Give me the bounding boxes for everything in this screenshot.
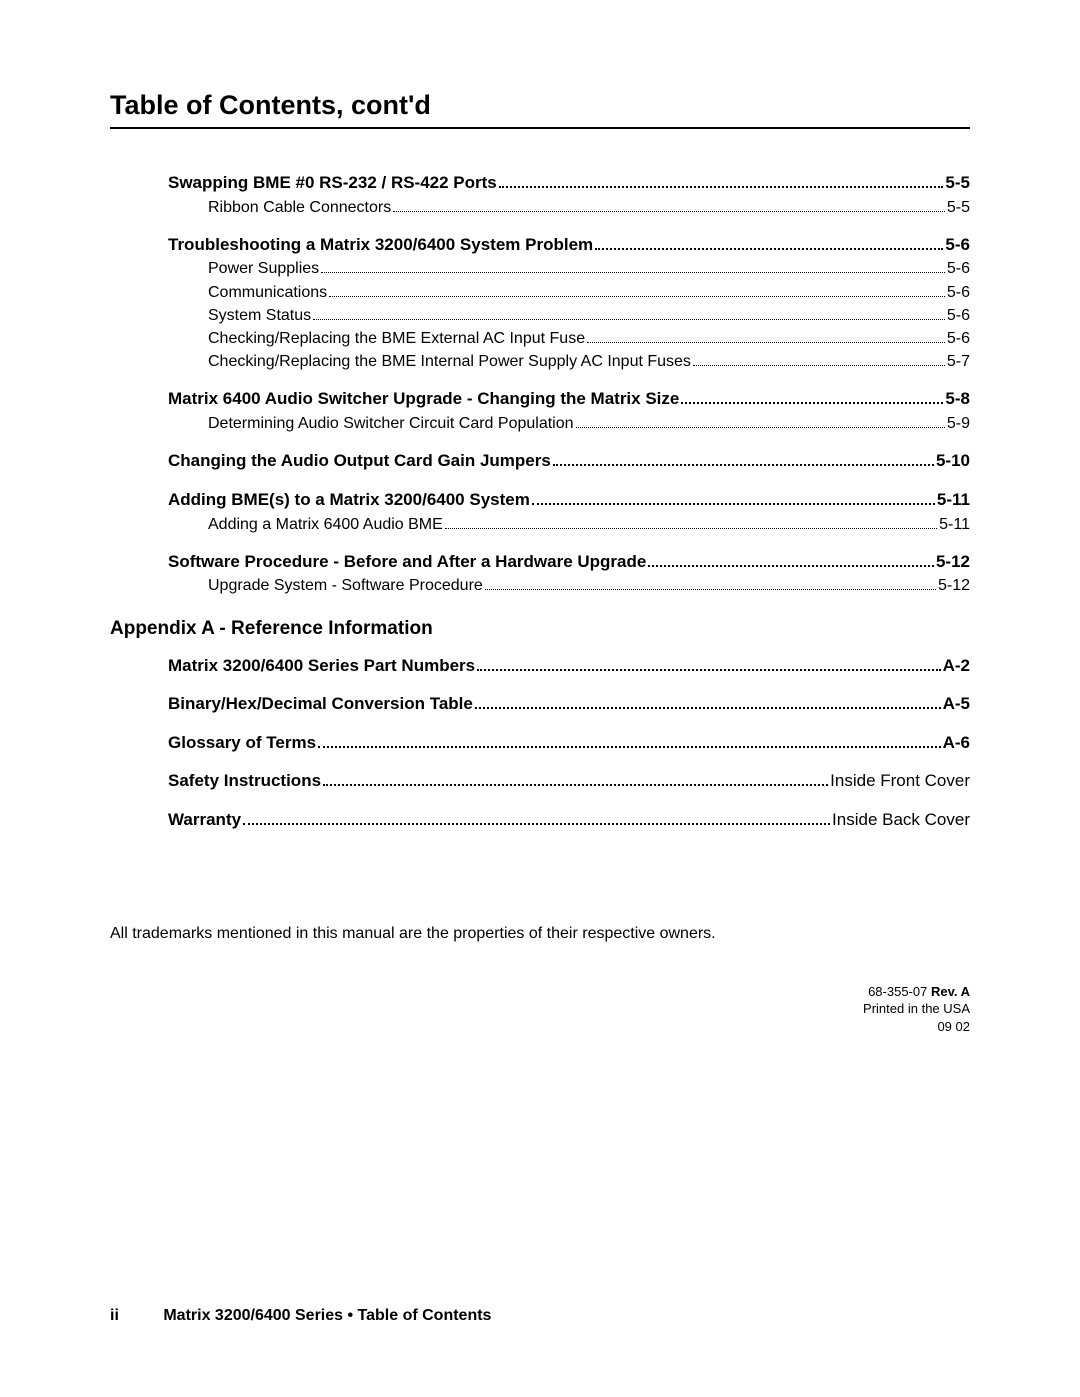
toc-page: A-6 [943, 731, 970, 756]
toc-body: Swapping BME #0 RS-232 / RS-422 Ports 5-… [110, 171, 970, 1035]
doc-meta: 68-355-07 Rev. A Printed in the USA 09 0… [168, 983, 970, 1036]
toc-page: 5-12 [936, 550, 970, 575]
footer-text: Matrix 3200/6400 Series • Table of Conte… [163, 1307, 491, 1324]
leader-dots [329, 296, 945, 297]
toc-sub-label: Ribbon Cable Connectors [208, 196, 391, 219]
toc-section: Binary/Hex/Decimal Conversion Table A-5 [168, 692, 970, 717]
toc-sub-label: Checking/Replacing the BME Internal Powe… [208, 350, 691, 373]
toc-label: Matrix 6400 Audio Switcher Upgrade - Cha… [168, 387, 679, 412]
leader-dots [323, 784, 828, 786]
toc-section: Troubleshooting a Matrix 3200/6400 Syste… [168, 233, 970, 258]
toc-page: Inside Back Cover [832, 808, 970, 833]
leader-dots [648, 565, 934, 567]
toc-page: 5-11 [937, 488, 970, 513]
page-footer: ii Matrix 3200/6400 Series • Table of Co… [110, 1307, 970, 1325]
toc-sub: Adding a Matrix 6400 Audio BME 5-11 [168, 513, 970, 536]
toc-sub: Checking/Replacing the BME External AC I… [168, 327, 970, 350]
page-container: Table of Contents, cont'd Swapping BME #… [0, 0, 1080, 1035]
toc-page: 5-5 [945, 171, 970, 196]
toc-section: Changing the Audio Output Card Gain Jump… [168, 449, 970, 474]
toc-page: A-2 [943, 654, 970, 679]
toc-sub-page: 5-11 [939, 513, 970, 536]
toc-section: Warranty Inside Back Cover [168, 808, 970, 833]
leader-dots [499, 186, 944, 188]
toc-sub: System Status 5-6 [168, 304, 970, 327]
toc-sub-page: 5-12 [938, 574, 970, 597]
toc-sub-page: 5-6 [947, 281, 970, 304]
toc-sub-label: Adding a Matrix 6400 Audio BME [208, 513, 443, 536]
toc-page: 5-10 [936, 449, 970, 474]
leader-dots [321, 272, 945, 273]
page-number: ii [110, 1307, 119, 1325]
toc-sub: Upgrade System - Software Procedure 5-12 [168, 574, 970, 597]
toc-section: Adding BME(s) to a Matrix 3200/6400 Syst… [168, 488, 970, 513]
leader-dots [313, 319, 945, 320]
leader-dots [693, 365, 945, 366]
leader-dots [477, 669, 940, 671]
doc-number: 68-355-07 [868, 984, 927, 999]
leader-dots [553, 464, 934, 466]
toc-label: Adding BME(s) to a Matrix 3200/6400 Syst… [168, 488, 530, 513]
leader-dots [532, 503, 935, 505]
toc-sub-label: Upgrade System - Software Procedure [208, 574, 483, 597]
leader-dots [681, 402, 943, 404]
leader-dots [576, 427, 945, 428]
printed-line: Printed in the USA [168, 1000, 970, 1018]
appendix-heading: Appendix A - Reference Information [110, 618, 970, 640]
toc-label: Changing the Audio Output Card Gain Jump… [168, 449, 551, 474]
toc-sub-page: 5-7 [947, 350, 970, 373]
toc-label: Matrix 3200/6400 Series Part Numbers [168, 654, 475, 679]
toc-label: Troubleshooting a Matrix 3200/6400 Syste… [168, 233, 593, 258]
toc-sub-page: 5-6 [947, 304, 970, 327]
toc-sub-page: 5-9 [947, 412, 970, 435]
toc-sub-page: 5-6 [947, 257, 970, 280]
toc-label: Swapping BME #0 RS-232 / RS-422 Ports [168, 171, 497, 196]
leader-dots [318, 746, 941, 748]
toc-label: Binary/Hex/Decimal Conversion Table [168, 692, 473, 717]
toc-sub-label: System Status [208, 304, 311, 327]
toc-sub: Checking/Replacing the BME Internal Powe… [168, 350, 970, 373]
leader-dots [393, 211, 945, 212]
toc-sub-label: Checking/Replacing the BME External AC I… [208, 327, 585, 350]
toc-section: Safety Instructions Inside Front Cover [168, 769, 970, 794]
toc-sub: Communications 5-6 [168, 281, 970, 304]
toc-page: 5-8 [945, 387, 970, 412]
leader-dots [475, 707, 941, 709]
toc-sub-label: Power Supplies [208, 257, 319, 280]
toc-section: Glossary of Terms A-6 [168, 731, 970, 756]
toc-page: A-5 [943, 692, 970, 717]
toc-sub: Power Supplies 5-6 [168, 257, 970, 280]
leader-dots [587, 342, 945, 343]
toc-label: Software Procedure - Before and After a … [168, 550, 646, 575]
toc-section: Matrix 6400 Audio Switcher Upgrade - Cha… [168, 387, 970, 412]
toc-page: 5-6 [945, 233, 970, 258]
toc-sub-page: 5-6 [947, 327, 970, 350]
leader-dots [485, 589, 936, 590]
toc-page: Inside Front Cover [830, 769, 970, 794]
toc-sub: Determining Audio Switcher Circuit Card … [168, 412, 970, 435]
leader-dots [445, 528, 937, 529]
toc-sub: Ribbon Cable Connectors 5-5 [168, 196, 970, 219]
leader-dots [595, 248, 943, 250]
toc-label: Glossary of Terms [168, 731, 316, 756]
page-title: Table of Contents, cont'd [110, 90, 970, 129]
toc-sub-page: 5-5 [947, 196, 970, 219]
toc-sub-label: Communications [208, 281, 327, 304]
toc-section: Software Procedure - Before and After a … [168, 550, 970, 575]
toc-section: Swapping BME #0 RS-232 / RS-422 Ports 5-… [168, 171, 970, 196]
date-line: 09 02 [168, 1018, 970, 1036]
leader-dots [243, 823, 830, 825]
toc-sub-label: Determining Audio Switcher Circuit Card … [208, 412, 574, 435]
toc-label: Safety Instructions [168, 769, 321, 794]
toc-section: Matrix 3200/6400 Series Part Numbers A-2 [168, 654, 970, 679]
rev-label: Rev. A [931, 984, 970, 999]
toc-label: Warranty [168, 808, 241, 833]
trademark-note: All trademarks mentioned in this manual … [110, 925, 970, 943]
